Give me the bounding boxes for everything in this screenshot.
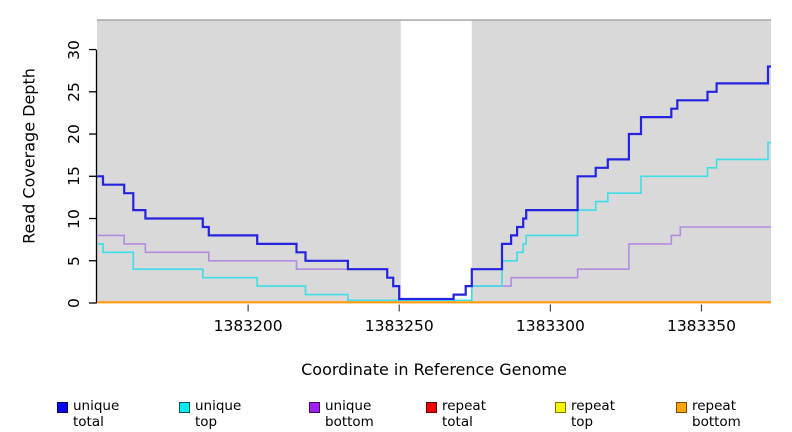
legend-label: unique total [73,398,120,430]
series-line-unique-total [97,65,771,301]
legend-label: unique bottom [325,398,374,430]
legend-swatch-repeat-total [426,402,437,413]
legend-label: repeat bottom [692,398,741,430]
legend-label: repeat top [571,398,616,430]
y-tick-label: 30 [65,39,83,60]
y-tick-label: 25 [65,81,83,102]
x-axis-title: Coordinate in Reference Genome [301,360,567,379]
legend-swatch-unique-total [57,402,68,413]
legend-swatch-unique-top [179,402,190,413]
x-tick-label: 1383350 [666,317,736,335]
x-tick-label: 1383200 [213,317,283,335]
y-tick-label: 5 [65,255,83,266]
legend-label: repeat total [442,398,487,430]
x-tick-label: 1383300 [515,317,585,335]
legend-swatch-unique-bottom [309,402,320,413]
legend-swatch-repeat-bottom [676,402,687,413]
y-tick-label: 20 [65,124,83,144]
y-tick-label: 10 [65,208,83,229]
y-tick-label: 15 [65,166,83,187]
y-tick-label: 0 [65,298,83,308]
x-tick-label: 1383250 [364,317,434,335]
legend-swatch-repeat-top [555,402,566,413]
masked-region [400,20,472,302]
legend-label: unique top [195,398,242,430]
y-axis-title: Read Coverage Depth [19,68,39,244]
series-line-unique-top [97,141,771,302]
